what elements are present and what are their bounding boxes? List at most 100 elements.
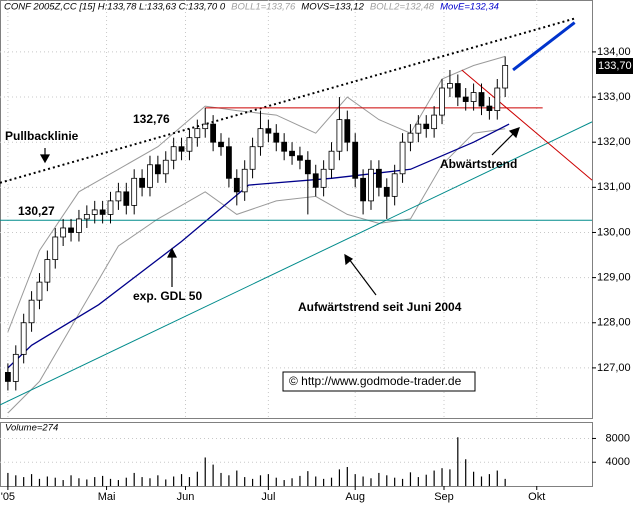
header: CONF 2005Z,CC [15] H:133,78 L:133,63 C:1… <box>4 2 499 13</box>
y-tick-label: 134,00 <box>597 46 631 58</box>
candle-body <box>478 92 485 107</box>
annotation: Abwärtstrend <box>440 157 517 171</box>
candle-body <box>257 128 264 148</box>
candle-body <box>194 128 201 139</box>
x-tick-label: Mai <box>98 491 116 503</box>
candle-body <box>407 132 414 143</box>
candle-body <box>115 191 122 202</box>
x-tick-label: Jun <box>177 491 195 503</box>
candle-body <box>383 186 390 197</box>
y-tick-label: 132,00 <box>597 136 631 148</box>
candle-body <box>76 218 82 233</box>
candle-body <box>249 146 256 170</box>
volume-title: Volume=274 <box>5 423 58 434</box>
candle-body <box>4 372 11 382</box>
y-tick-label: 8000 <box>606 432 630 444</box>
y-tick-label: 130,00 <box>597 226 631 238</box>
candle-body <box>360 177 366 202</box>
candle-body <box>297 155 303 161</box>
y-tick-label: 133,00 <box>597 91 631 103</box>
header-part: BOLL1=133,76 <box>231 2 296 13</box>
header-part: BOLL2=132,48 <box>370 2 435 13</box>
candle-body <box>52 236 59 260</box>
band-upper <box>7 55 506 332</box>
header-part: MOVS=133,12 <box>301 2 364 13</box>
x-tick-label: Jul <box>261 491 275 503</box>
candle-body <box>162 159 169 175</box>
candle-body <box>281 141 288 152</box>
candle-body <box>170 146 177 161</box>
candle-body <box>107 200 114 215</box>
annotation: 132,76 <box>133 112 170 126</box>
candle-body <box>233 177 240 193</box>
candle-body <box>202 123 209 130</box>
trend-line <box>512 21 576 72</box>
candle-body <box>241 168 248 193</box>
candle-body <box>368 168 374 202</box>
annotation: Pullbacklinie <box>5 129 79 143</box>
y-tick-label: 127,00 <box>597 362 631 374</box>
candle-body <box>336 119 343 152</box>
candle-body <box>210 123 217 143</box>
candle-body <box>83 214 90 220</box>
candle-body <box>423 123 430 130</box>
candle-body <box>20 322 27 355</box>
candle-body <box>154 164 161 175</box>
x-tick-label: Aug <box>345 491 365 503</box>
volume-panel <box>0 422 593 487</box>
copyright: © http://www.godmode-trader.de <box>289 374 462 388</box>
price-panel <box>0 0 593 419</box>
candle-body <box>36 281 43 301</box>
candle-body <box>91 209 98 215</box>
y-tick-label: 128,00 <box>597 317 631 329</box>
arrows <box>39 127 520 296</box>
header-part: MovE=132,34 <box>440 2 499 13</box>
band-lower <box>7 128 506 414</box>
candle-body <box>502 65 509 89</box>
candle-body <box>131 177 138 206</box>
price-box <box>596 58 633 74</box>
candle-body <box>186 137 193 152</box>
candle-body <box>28 299 35 324</box>
last-price: 133,70 <box>598 60 632 72</box>
ema-line <box>7 123 510 369</box>
candle-body <box>99 209 106 215</box>
candle-body <box>447 83 453 89</box>
candle-body <box>60 227 67 238</box>
candle-body <box>265 128 272 134</box>
candle-body <box>431 114 438 130</box>
candle-body <box>375 168 382 188</box>
candle-body <box>439 87 445 116</box>
candle-body <box>454 83 461 98</box>
candle-body <box>44 259 51 283</box>
candle-body <box>328 150 335 170</box>
candle-body <box>486 105 493 111</box>
candle-body <box>123 191 130 206</box>
candle-body <box>218 141 224 148</box>
y-tick-label: 4000 <box>606 456 630 468</box>
copyright-box <box>282 371 476 392</box>
candle-body <box>68 227 74 233</box>
x-tick-label: Sep <box>434 491 454 503</box>
candle-body <box>320 168 327 188</box>
candle-body <box>139 177 145 188</box>
candle-body <box>289 150 295 157</box>
annotation: 130,27 <box>18 204 55 218</box>
header-part: CONF 2005Z,CC [15] H:133,78 L:133,63 C:1… <box>4 2 226 13</box>
candle-body <box>304 159 311 175</box>
candle-body <box>470 92 477 102</box>
candle-body <box>415 123 422 134</box>
candle-body <box>147 164 153 188</box>
trend-line <box>0 121 593 406</box>
candle-body <box>312 173 319 188</box>
candle-body <box>273 132 280 143</box>
candle-body <box>226 146 232 179</box>
candle-body <box>494 87 501 111</box>
annotation: Aufwärtstrend seit Juni 2004 <box>298 300 462 314</box>
y-tick-label: 131,00 <box>597 181 631 193</box>
trend-line <box>461 69 593 181</box>
x-tick-label: '05 <box>1 491 15 503</box>
candle-body <box>391 173 398 197</box>
x-tick-label: Okt <box>528 491 545 503</box>
